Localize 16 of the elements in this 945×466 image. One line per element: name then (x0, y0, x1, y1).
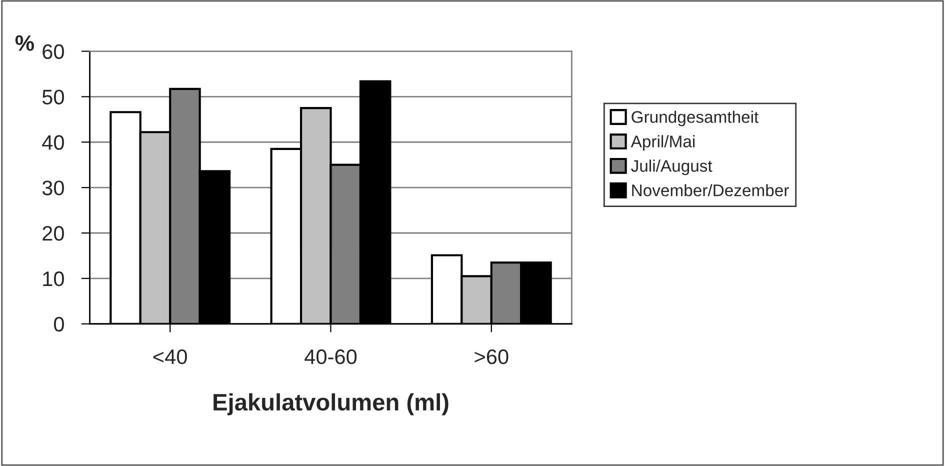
y-axis-title: % (15, 35, 34, 51)
y-tick-label: 60 (42, 44, 64, 60)
legend-label: November/Dezember (632, 184, 789, 196)
legend-label: Juli/August (631, 160, 712, 176)
x-tick-label: <40 (153, 349, 187, 364)
x-tick-label: 40-60 (304, 349, 357, 364)
y-tick-label: 10 (43, 271, 64, 286)
legend-label: Grundgesamtheit (632, 110, 759, 126)
y-tick-label: 20 (42, 226, 64, 241)
y-tick-label: 40 (42, 135, 64, 150)
x-axis-title: Ejakulatvolumen (ml) (214, 393, 448, 416)
legend-label: April/Mai (630, 135, 695, 151)
y-tick-label: 0 (54, 316, 64, 332)
y-tick-label: 50 (42, 90, 64, 104)
y-tick-label: 30 (42, 180, 64, 196)
x-tick-label: >60 (474, 349, 508, 364)
